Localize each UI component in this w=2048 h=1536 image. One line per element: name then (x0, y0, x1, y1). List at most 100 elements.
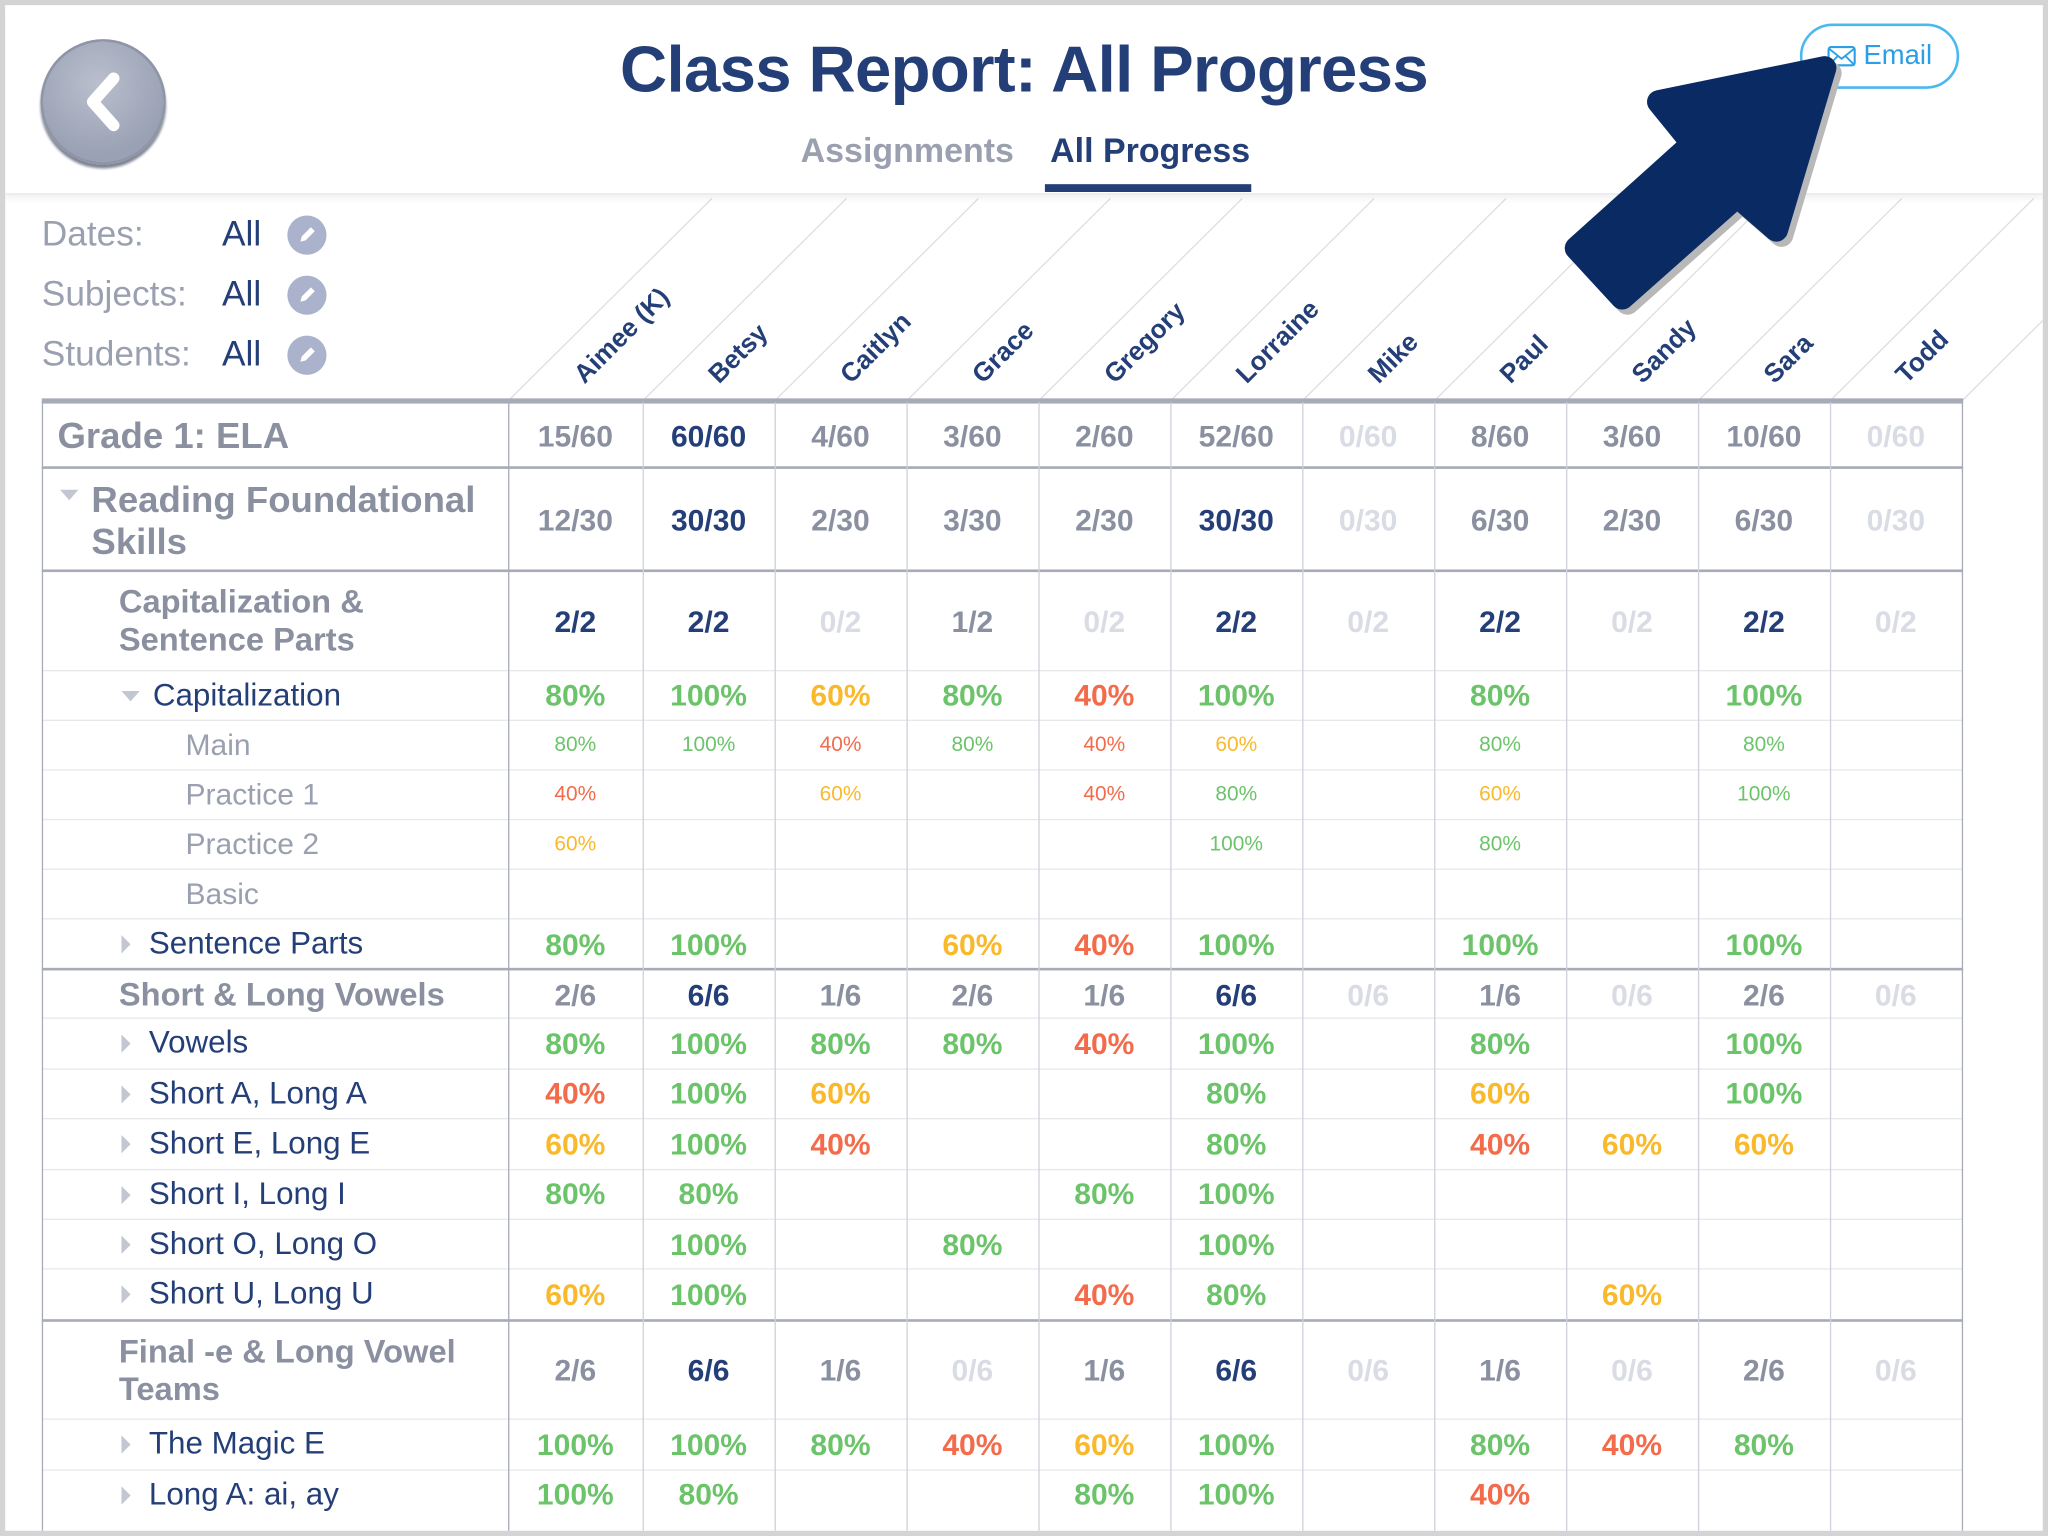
score-cell[interactable]: 0/2 (1347, 604, 1390, 639)
score-cell[interactable]: 6/6 (1215, 978, 1258, 1012)
score-cell[interactable]: 100% (1197, 1477, 1275, 1512)
score-cell[interactable]: 1/2 (951, 604, 994, 639)
score-cell[interactable]: 0/6 (1347, 978, 1390, 1012)
score-cell[interactable]: 6/6 (1215, 1353, 1258, 1388)
score-cell[interactable]: 80% (678, 1177, 739, 1212)
email-button[interactable]: Email (1799, 23, 1960, 89)
score-cell[interactable]: 80% (1469, 1427, 1531, 1462)
row-label[interactable]: Capitalization (121, 671, 500, 721)
expand-triangle-icon[interactable] (121, 1435, 131, 1455)
score-cell[interactable]: 60% (1469, 1076, 1531, 1111)
score-cell[interactable]: 40% (1469, 1477, 1531, 1512)
row-label[interactable]: The Magic E (121, 1420, 500, 1470)
score-cell[interactable]: 3/30 (943, 502, 1002, 537)
score-cell[interactable]: 40% (1074, 1026, 1135, 1061)
score-cell[interactable]: 100% (536, 1477, 614, 1512)
score-cell[interactable]: 0/6 (1874, 978, 1917, 1012)
score-cell[interactable]: 0/2 (1874, 604, 1917, 639)
score-cell[interactable]: 100% (670, 926, 747, 961)
score-cell[interactable]: 100% (1197, 1427, 1275, 1462)
score-cell[interactable]: 100% (670, 1076, 747, 1111)
score-cell[interactable]: 2/30 (1075, 502, 1134, 537)
score-cell[interactable]: 100% (670, 1227, 747, 1262)
row-label[interactable]: Short U, Long U (121, 1270, 500, 1320)
score-cell[interactable]: 6/30 (1734, 502, 1794, 537)
row-label[interactable]: Practice 2 (185, 820, 498, 870)
score-cell[interactable]: 80% (1469, 1026, 1531, 1061)
score-cell[interactable]: 60% (1074, 1427, 1135, 1462)
score-cell[interactable]: 80% (545, 1177, 606, 1212)
score-cell[interactable]: 2/2 (1479, 604, 1521, 639)
score-cell[interactable]: 60/60 (670, 418, 747, 453)
score-cell[interactable]: 15/60 (537, 418, 613, 453)
score-cell[interactable]: 3/60 (943, 418, 1002, 453)
score-cell[interactable]: 80% (942, 1026, 1003, 1061)
score-cell[interactable]: 100% (670, 678, 747, 713)
score-cell[interactable]: 0/30 (1866, 502, 1926, 537)
row-label[interactable]: Sentence Parts (121, 919, 500, 969)
score-cell[interactable]: 1/6 (819, 1353, 862, 1388)
score-cell[interactable]: 100% (681, 733, 736, 757)
score-cell[interactable]: 60% (1215, 733, 1258, 757)
score-cell[interactable]: 1/6 (1083, 978, 1126, 1012)
expand-triangle-icon[interactable] (121, 1085, 131, 1104)
score-cell[interactable]: 0/6 (951, 1353, 994, 1388)
score-cell[interactable]: 0/6 (1611, 978, 1653, 1012)
score-cell[interactable]: 40% (1074, 678, 1135, 713)
score-cell[interactable]: 100% (1737, 783, 1791, 806)
score-cell[interactable]: 6/6 (687, 1353, 730, 1388)
score-cell[interactable]: 10/60 (1726, 418, 1802, 453)
back-button[interactable] (40, 39, 166, 165)
score-cell[interactable]: 80% (951, 733, 994, 757)
score-cell[interactable]: 40% (554, 783, 597, 806)
score-cell[interactable]: 60% (1479, 783, 1521, 806)
score-cell[interactable]: 80% (1742, 733, 1785, 757)
score-cell[interactable]: 2/2 (1215, 604, 1258, 639)
score-cell[interactable]: 4/60 (811, 418, 870, 453)
expand-triangle-icon[interactable] (121, 1135, 131, 1154)
score-cell[interactable]: 80% (1206, 1126, 1267, 1161)
score-cell[interactable]: 2/6 (554, 978, 597, 1012)
score-cell[interactable]: 40% (545, 1076, 606, 1111)
score-cell[interactable]: 3/60 (1602, 418, 1662, 453)
score-cell[interactable]: 0/60 (1866, 418, 1926, 453)
score-cell[interactable]: 0/2 (819, 604, 862, 639)
score-cell[interactable]: 80% (1074, 1477, 1135, 1512)
score-cell[interactable]: 80% (554, 733, 597, 757)
score-cell[interactable]: 2/60 (1075, 418, 1134, 453)
edit-dates-button[interactable] (287, 214, 327, 255)
score-cell[interactable]: 100% (670, 1277, 747, 1312)
collapse-triangle-icon[interactable] (121, 690, 140, 701)
score-cell[interactable]: 100% (670, 1126, 747, 1161)
score-cell[interactable]: 60% (942, 926, 1003, 961)
row-label[interactable]: Reading Foundational Skills (60, 469, 478, 572)
score-cell[interactable]: 80% (1469, 678, 1531, 713)
row-label[interactable]: Practice 1 (185, 770, 498, 820)
row-label[interactable]: Short I, Long I (121, 1170, 500, 1220)
score-cell[interactable]: 0/6 (1347, 1353, 1390, 1388)
score-cell[interactable]: 2/30 (1602, 502, 1662, 537)
score-cell[interactable]: 0/60 (1338, 418, 1398, 453)
score-cell[interactable]: 100% (536, 1427, 614, 1462)
score-cell[interactable]: 2/2 (554, 604, 597, 639)
score-cell[interactable]: 2/6 (1743, 1353, 1785, 1388)
score-cell[interactable]: 100% (1197, 1026, 1275, 1061)
score-cell[interactable]: 80% (810, 1026, 871, 1061)
score-cell[interactable]: 2/2 (1743, 604, 1785, 639)
score-cell[interactable]: 80% (1206, 1277, 1267, 1312)
score-cell[interactable]: 2/30 (811, 502, 870, 537)
score-cell[interactable]: 80% (942, 1227, 1003, 1262)
score-cell[interactable]: 60% (1601, 1126, 1663, 1161)
score-cell[interactable]: 30/30 (1198, 502, 1274, 537)
score-cell[interactable]: 60% (1733, 1126, 1794, 1161)
score-cell[interactable]: 100% (1197, 926, 1275, 961)
tab-all-progress[interactable]: All Progress (1050, 130, 1251, 170)
tab-assignments[interactable]: Assignments (800, 130, 1014, 170)
score-cell[interactable]: 40% (1074, 926, 1135, 961)
score-cell[interactable]: 40% (1083, 733, 1126, 757)
collapse-triangle-icon[interactable] (60, 489, 79, 501)
score-cell[interactable]: 40% (819, 733, 862, 757)
expand-triangle-icon[interactable] (121, 935, 131, 954)
score-cell[interactable]: 80% (1733, 1427, 1794, 1462)
score-cell[interactable]: 100% (1209, 833, 1263, 856)
